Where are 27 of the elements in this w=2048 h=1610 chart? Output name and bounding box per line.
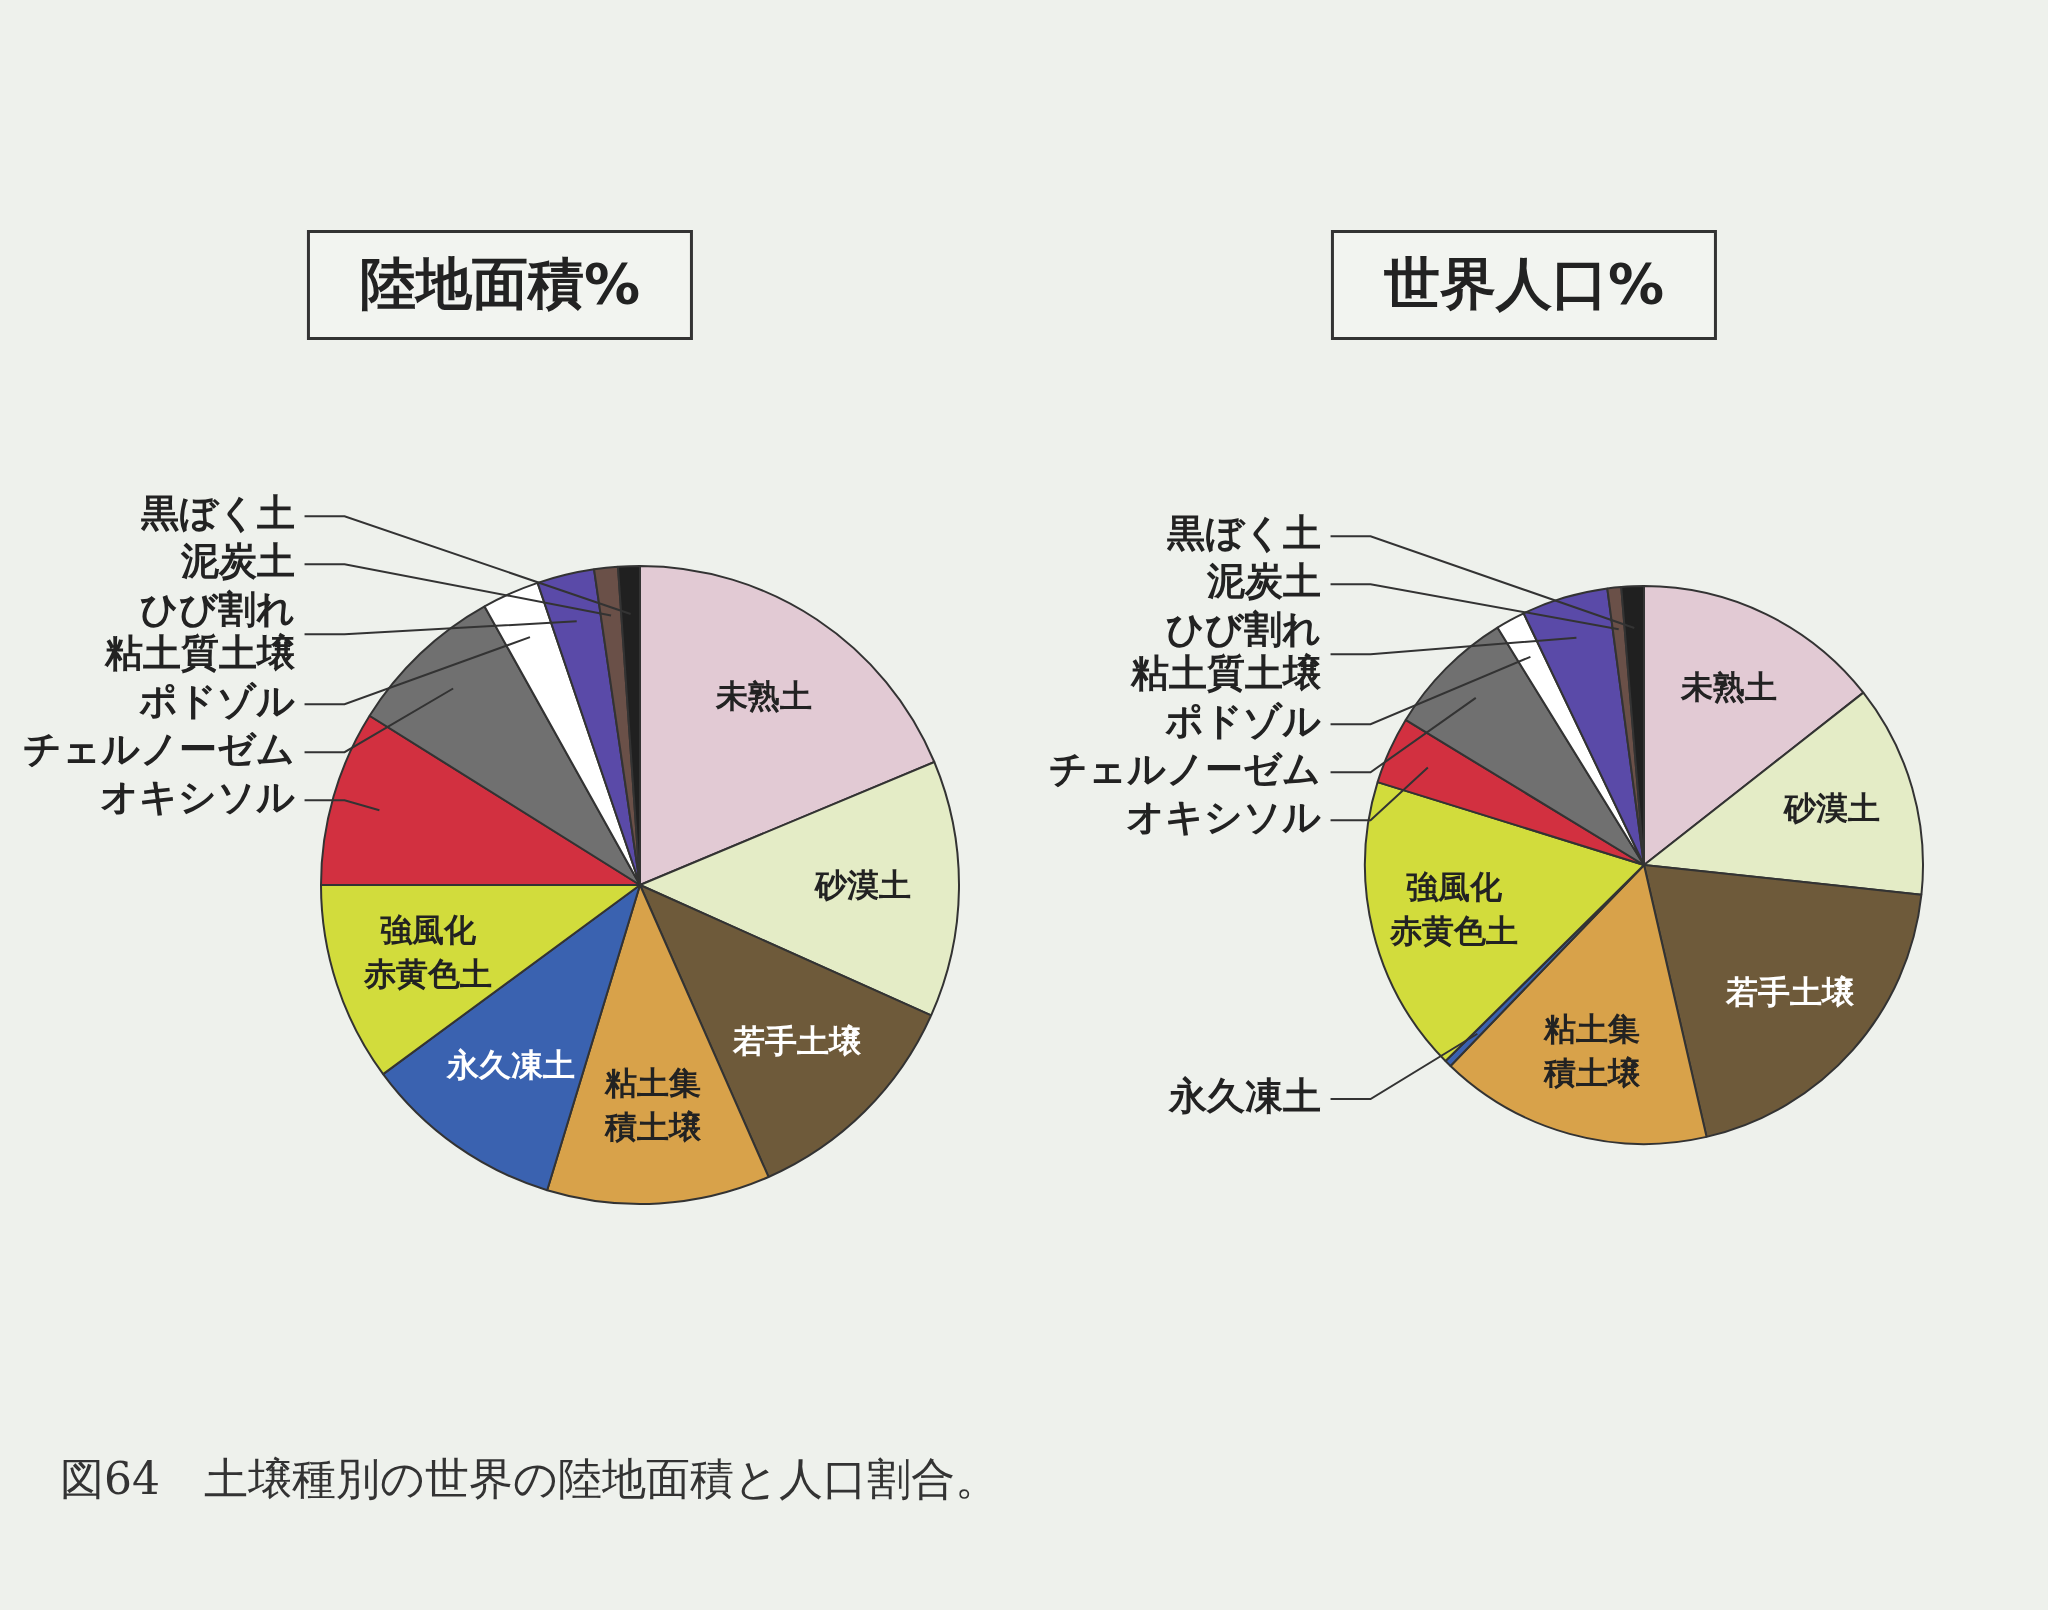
slice-label: 永久凍土 (446, 1045, 576, 1084)
slice-label: 粘土集積土壌 (604, 1064, 703, 1147)
slice-label: 強風化赤黄色土 (362, 910, 492, 993)
slice-label: 若手土壌 (732, 1021, 863, 1060)
slice-label: ポドゾル (138, 679, 295, 724)
chart-title: 世界人口% (1330, 230, 1718, 340)
slice-label: 砂漠土 (814, 866, 912, 905)
slice-label: 若手土壌 (1725, 972, 1856, 1011)
slice-label: 砂漠土 (1782, 789, 1880, 828)
slice-label: 粘土集積土壌 (1542, 1009, 1641, 1092)
slice-label: オキシソル (1125, 795, 1321, 840)
chart-title: 陸地面積% (306, 230, 694, 340)
slice-label: 泥炭土 (179, 539, 295, 584)
slice-label: チェルノーゼム (1048, 747, 1321, 792)
caption: 図64 土壌種別の世界の陸地面積と人口割合。 (60, 1452, 999, 1506)
slice-label: ポドゾル (1164, 699, 1321, 744)
slice-label: 強風化赤黄色土 (1389, 867, 1519, 950)
slice-label: ひび割れ粘土質土壌 (1129, 607, 1322, 696)
slice-label: オキシソル (99, 775, 295, 820)
slice-label: 永久凍土 (1167, 1073, 1321, 1118)
slice-label: 泥炭土 (1205, 559, 1321, 604)
slice-label: ひび割れ粘土質土壌 (103, 587, 296, 676)
slice-label: チェルノーゼム (22, 727, 295, 772)
slice-label: 未熟土 (1680, 667, 1778, 706)
slice-label: 黒ぼく土 (1165, 511, 1321, 556)
slice-label: 未熟土 (714, 677, 812, 716)
slice-label: 黒ぼく土 (139, 491, 295, 536)
